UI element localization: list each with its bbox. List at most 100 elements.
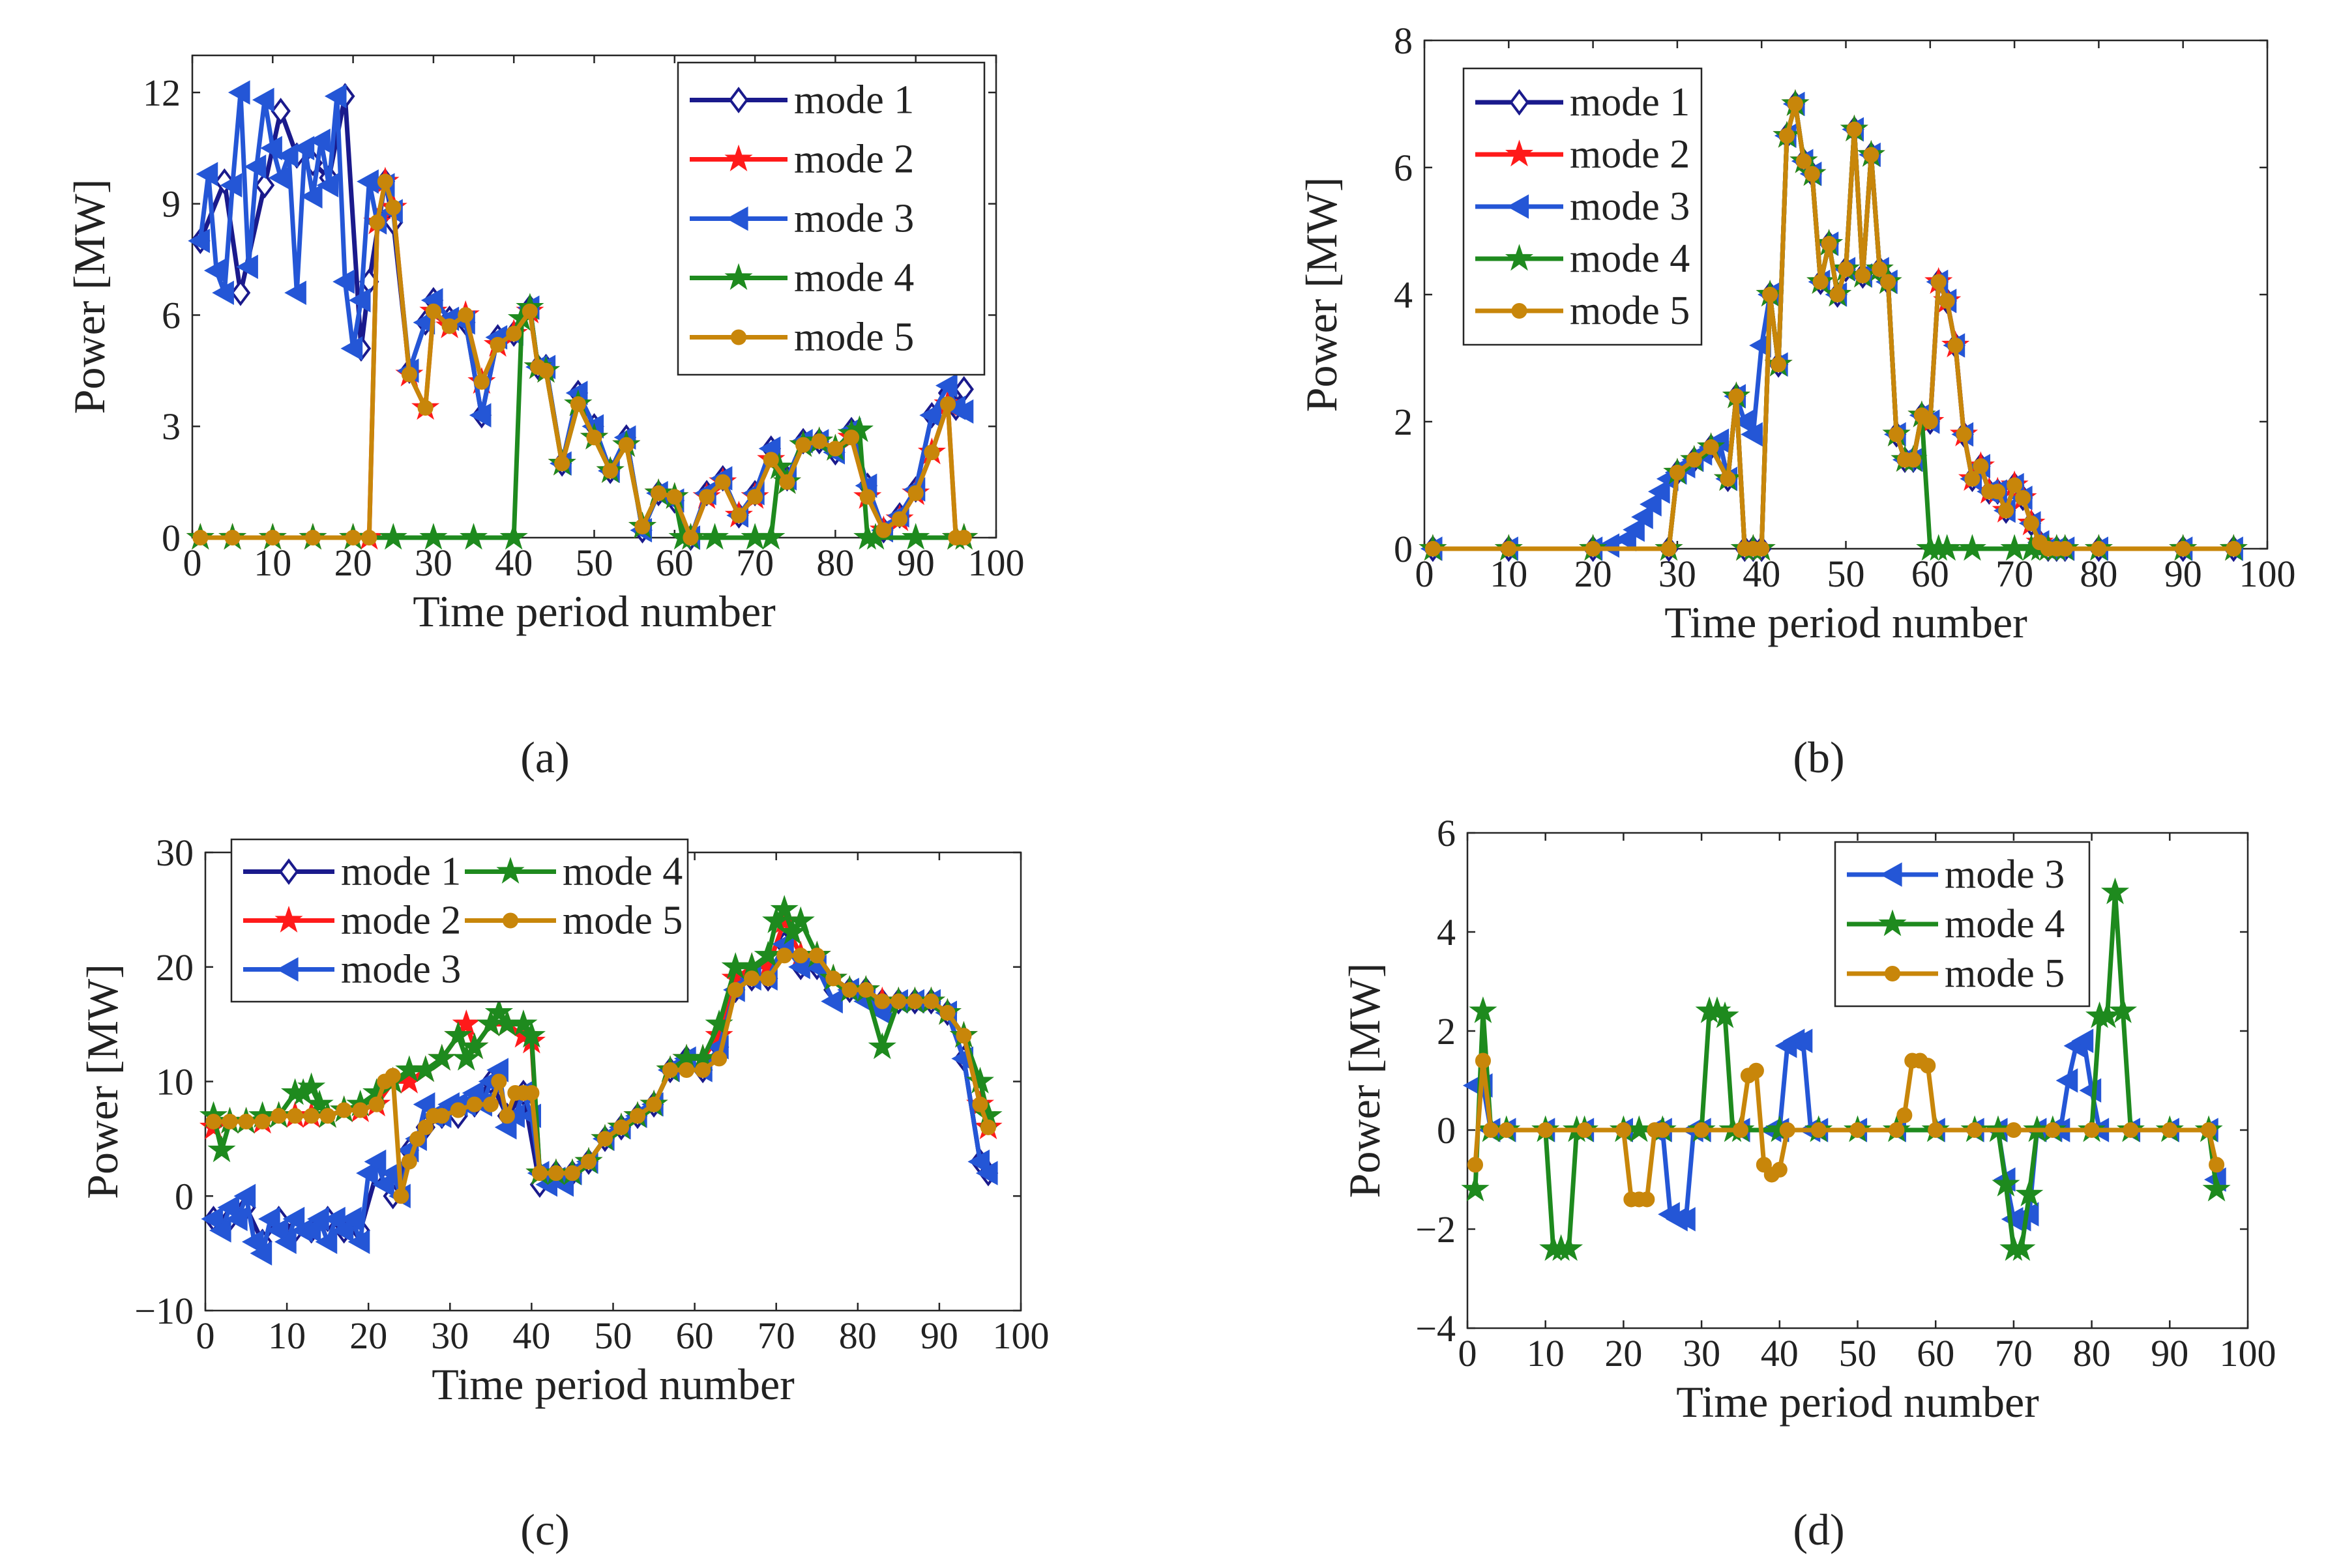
data-point: [2123, 1122, 2139, 1139]
data-point: [236, 254, 258, 280]
data-point: [220, 173, 243, 197]
data-point: [1810, 1122, 1827, 1139]
data-point: [2007, 1234, 2036, 1261]
data-point: [548, 1165, 564, 1182]
legend-label: mode 5: [1570, 289, 1690, 333]
data-point: [1896, 1107, 1913, 1124]
y-tick-label: 3: [162, 405, 181, 448]
data-point: [793, 948, 809, 964]
data-point: [1694, 1122, 1710, 1139]
legend-entry-mode-5: mode 5: [1847, 951, 2065, 996]
data-point: [345, 529, 361, 546]
data-point: [965, 1066, 994, 1094]
data-point: [2071, 1028, 2094, 1053]
data-point: [348, 287, 371, 313]
data-point: [401, 366, 417, 383]
data-point: [907, 993, 923, 1009]
series-mode-5: [192, 173, 972, 546]
data-point: [308, 128, 331, 153]
x-tick-label: 0: [196, 1314, 215, 1357]
data-point: [1958, 534, 1986, 561]
data-point: [586, 429, 602, 446]
legend-label: mode 2: [794, 138, 914, 182]
data-point: [1711, 1001, 1739, 1028]
data-point: [786, 906, 815, 933]
data-point: [254, 1113, 271, 1130]
data-point: [580, 1154, 597, 1170]
data-point: [1576, 1122, 1593, 1139]
data-point: [316, 173, 339, 197]
x-tick-label: 30: [415, 542, 452, 584]
x-tick-label: 80: [816, 542, 854, 584]
data-point: [2201, 1122, 2217, 1139]
legend-entry-mode-5: mode 5: [1475, 289, 1690, 333]
data-point: [939, 1005, 956, 1021]
data-point: [385, 1067, 401, 1084]
data-point: [1771, 356, 1787, 373]
data-point: [613, 1119, 630, 1135]
panel-label: (c): [520, 1505, 569, 1554]
data-point: [506, 325, 522, 341]
y-tick-label: −10: [134, 1290, 194, 1332]
data-point: [265, 529, 281, 546]
legend-label: mode 4: [1945, 902, 2065, 946]
y-tick-label: 4: [1437, 911, 1456, 953]
legend-label: mode 3: [341, 948, 461, 992]
x-tick-label: 60: [1911, 553, 1949, 595]
data-point: [538, 362, 554, 379]
data-point: [1855, 267, 1871, 283]
x-tick-label: 50: [1839, 1332, 1877, 1374]
legend-label: mode 2: [1570, 132, 1690, 177]
data-point: [1615, 1122, 1632, 1139]
data-point: [1990, 484, 2006, 500]
data-point: [924, 444, 940, 461]
data-point: [271, 1108, 287, 1124]
legend-entry-mode-2: mode 2: [690, 138, 914, 182]
data-point: [192, 529, 209, 546]
data-point: [284, 280, 306, 306]
y-tick-label: 30: [156, 832, 194, 874]
data-point: [1863, 147, 1879, 163]
x-tick-label: 60: [676, 1314, 714, 1357]
data-point: [434, 1108, 450, 1124]
data-point: [1838, 261, 1854, 278]
x-tick-label: 20: [334, 542, 372, 584]
x-tick-label: 50: [1827, 553, 1865, 595]
legend-label: mode 1: [341, 850, 461, 894]
y-tick-label: 20: [156, 946, 194, 989]
data-point: [2091, 540, 2107, 557]
data-point: [271, 98, 291, 124]
data-point: [287, 1108, 303, 1124]
x-tick-label: 100: [2239, 553, 2296, 595]
y-tick-label: 6: [162, 294, 181, 336]
legend-label: mode 3: [794, 197, 914, 241]
legend-entry-mode-1: mode 1: [243, 850, 461, 894]
y-tick-label: 8: [1394, 20, 1413, 62]
x-tick-label: 90: [897, 542, 935, 584]
data-point: [754, 940, 782, 968]
data-point: [2057, 540, 2073, 557]
x-tick-label: 80: [2073, 1332, 2111, 1374]
data-point: [1728, 388, 1744, 405]
x-tick-label: 40: [512, 1314, 550, 1357]
data-point: [473, 373, 490, 390]
data-point: [1880, 274, 1896, 290]
x-tick-label: 0: [1458, 1332, 1477, 1374]
data-point: [1920, 1058, 1936, 1074]
legend-marker: [1507, 194, 1529, 219]
data-point: [935, 373, 958, 398]
legend-marker: [726, 206, 748, 231]
data-point: [891, 511, 908, 527]
data-point: [2044, 1122, 2061, 1139]
data-point: [523, 1085, 540, 1101]
data-point: [332, 269, 355, 294]
legend: mode 1 mode 2 mode 3 mode 4 mode 5: [1462, 67, 1703, 346]
data-point: [196, 162, 218, 186]
data-point: [972, 1096, 988, 1112]
y-tick-label: 9: [162, 183, 181, 225]
data-point: [1967, 1122, 1983, 1139]
data-point: [902, 523, 930, 550]
